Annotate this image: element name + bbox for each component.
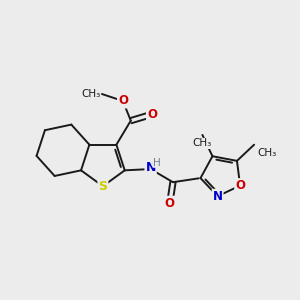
- Text: O: O: [165, 197, 175, 210]
- Text: O: O: [235, 179, 245, 192]
- Text: O: O: [118, 94, 128, 107]
- Text: S: S: [98, 180, 107, 193]
- Text: H: H: [153, 158, 161, 168]
- Text: O: O: [147, 108, 157, 121]
- Text: N: N: [213, 190, 223, 203]
- Text: CH₃: CH₃: [81, 89, 101, 99]
- Text: CH₃: CH₃: [257, 148, 276, 158]
- Text: CH₃: CH₃: [193, 139, 212, 148]
- Text: N: N: [146, 161, 156, 174]
